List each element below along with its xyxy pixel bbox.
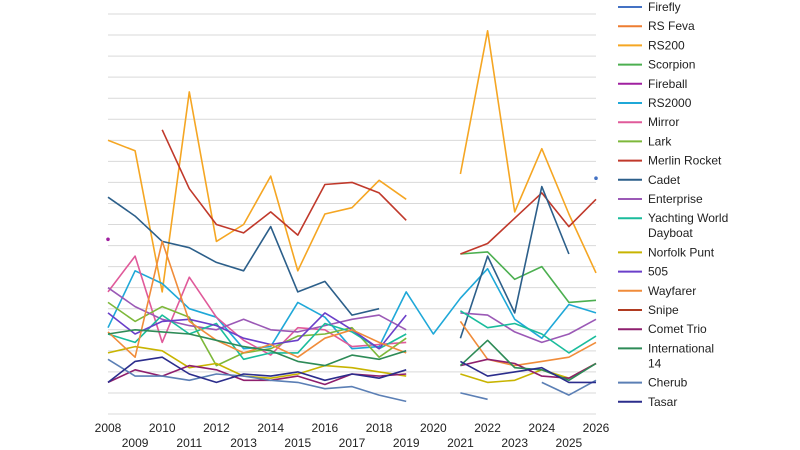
series-line-11 bbox=[459, 310, 597, 354]
series-line-10 bbox=[107, 287, 407, 333]
series-line-18 bbox=[541, 379, 597, 396]
series-line-6 bbox=[107, 255, 407, 356]
series-line-17 bbox=[459, 339, 597, 382]
series-line-8 bbox=[161, 129, 407, 236]
legend-label: 505 bbox=[648, 265, 668, 279]
x-tick-label: 2016 bbox=[312, 421, 339, 435]
x-tick-label: 2011 bbox=[176, 436, 202, 450]
legend-label: Lark bbox=[648, 134, 672, 148]
legend-label: Merlin Rocket bbox=[648, 154, 722, 168]
legend-label: RS2000 bbox=[648, 96, 692, 110]
series-line-2 bbox=[107, 91, 407, 293]
legend-label: Cadet bbox=[648, 173, 681, 187]
x-tick-label: 2020 bbox=[420, 421, 447, 435]
legend-label: Yachting World Dayboat bbox=[648, 211, 728, 240]
x-tick-label: 2019 bbox=[393, 436, 420, 450]
legend-label: RS200 bbox=[648, 38, 685, 52]
legend-label: Cherub bbox=[648, 376, 688, 390]
x-tick-label: 2022 bbox=[474, 421, 501, 435]
x-tick-label: 2014 bbox=[257, 421, 284, 435]
legend-label: Fireball bbox=[648, 77, 687, 91]
x-tick-label: 2024 bbox=[528, 421, 555, 435]
legend-label: Scorpion bbox=[648, 58, 695, 72]
series-line-19 bbox=[107, 356, 407, 384]
legend-label: Firefly bbox=[648, 0, 681, 14]
x-tick-label: 2026 bbox=[583, 421, 610, 435]
x-tick-label: 2015 bbox=[284, 436, 311, 450]
series-line-11 bbox=[107, 314, 407, 361]
x-tick-label: 2013 bbox=[230, 436, 257, 450]
legend-label: Comet Trio bbox=[648, 322, 707, 336]
legend-label: Norfolk Punt bbox=[648, 245, 715, 259]
x-tick-label: 2017 bbox=[339, 436, 366, 450]
legend-label: Wayfarer bbox=[648, 284, 696, 298]
series-line-8 bbox=[460, 192, 597, 255]
series-line-12 bbox=[107, 345, 407, 380]
x-tick-label: 2018 bbox=[366, 421, 393, 435]
x-tick-label: 2012 bbox=[203, 421, 230, 435]
legend-label: Mirror bbox=[648, 115, 679, 129]
x-tick-label: 2021 bbox=[447, 436, 474, 450]
series-line-14 bbox=[107, 240, 407, 359]
series-line-3 bbox=[460, 251, 597, 304]
series-line-10 bbox=[460, 312, 597, 344]
series-line-9 bbox=[107, 196, 380, 316]
x-tick-label: 2023 bbox=[501, 436, 528, 450]
series-line-18 bbox=[107, 358, 407, 403]
x-tick-label: 2008 bbox=[95, 421, 122, 435]
legend-label: Enterprise bbox=[648, 192, 703, 206]
series-line-17 bbox=[107, 328, 407, 367]
x-axis-tick-labels: 2008200920102011201220132014201520162017… bbox=[95, 421, 610, 450]
series-line-18 bbox=[460, 392, 488, 401]
gridlines bbox=[108, 13, 596, 415]
series-line-13 bbox=[107, 312, 407, 350]
legend: Firefly RS Feva RS200 Scorpion Fireball RS200… bbox=[618, 0, 728, 409]
legend-label: Snipe bbox=[648, 303, 679, 317]
x-tick-label: 2009 bbox=[122, 436, 149, 450]
series-point-4 bbox=[106, 237, 110, 242]
series-line-5 bbox=[107, 267, 597, 350]
series-line-9 bbox=[459, 185, 570, 339]
legend-label: RS Feva bbox=[648, 19, 695, 33]
series-line-19 bbox=[460, 360, 596, 384]
x-tick-label: 2025 bbox=[556, 436, 583, 450]
series-line-2 bbox=[459, 29, 597, 274]
series-point-0 bbox=[594, 176, 598, 181]
series-line-14 bbox=[459, 320, 597, 367]
legend-label: International 14 bbox=[648, 341, 714, 370]
x-tick-label: 2010 bbox=[149, 421, 176, 435]
legend-label: Tasar bbox=[648, 395, 677, 409]
series-lines bbox=[106, 29, 598, 403]
